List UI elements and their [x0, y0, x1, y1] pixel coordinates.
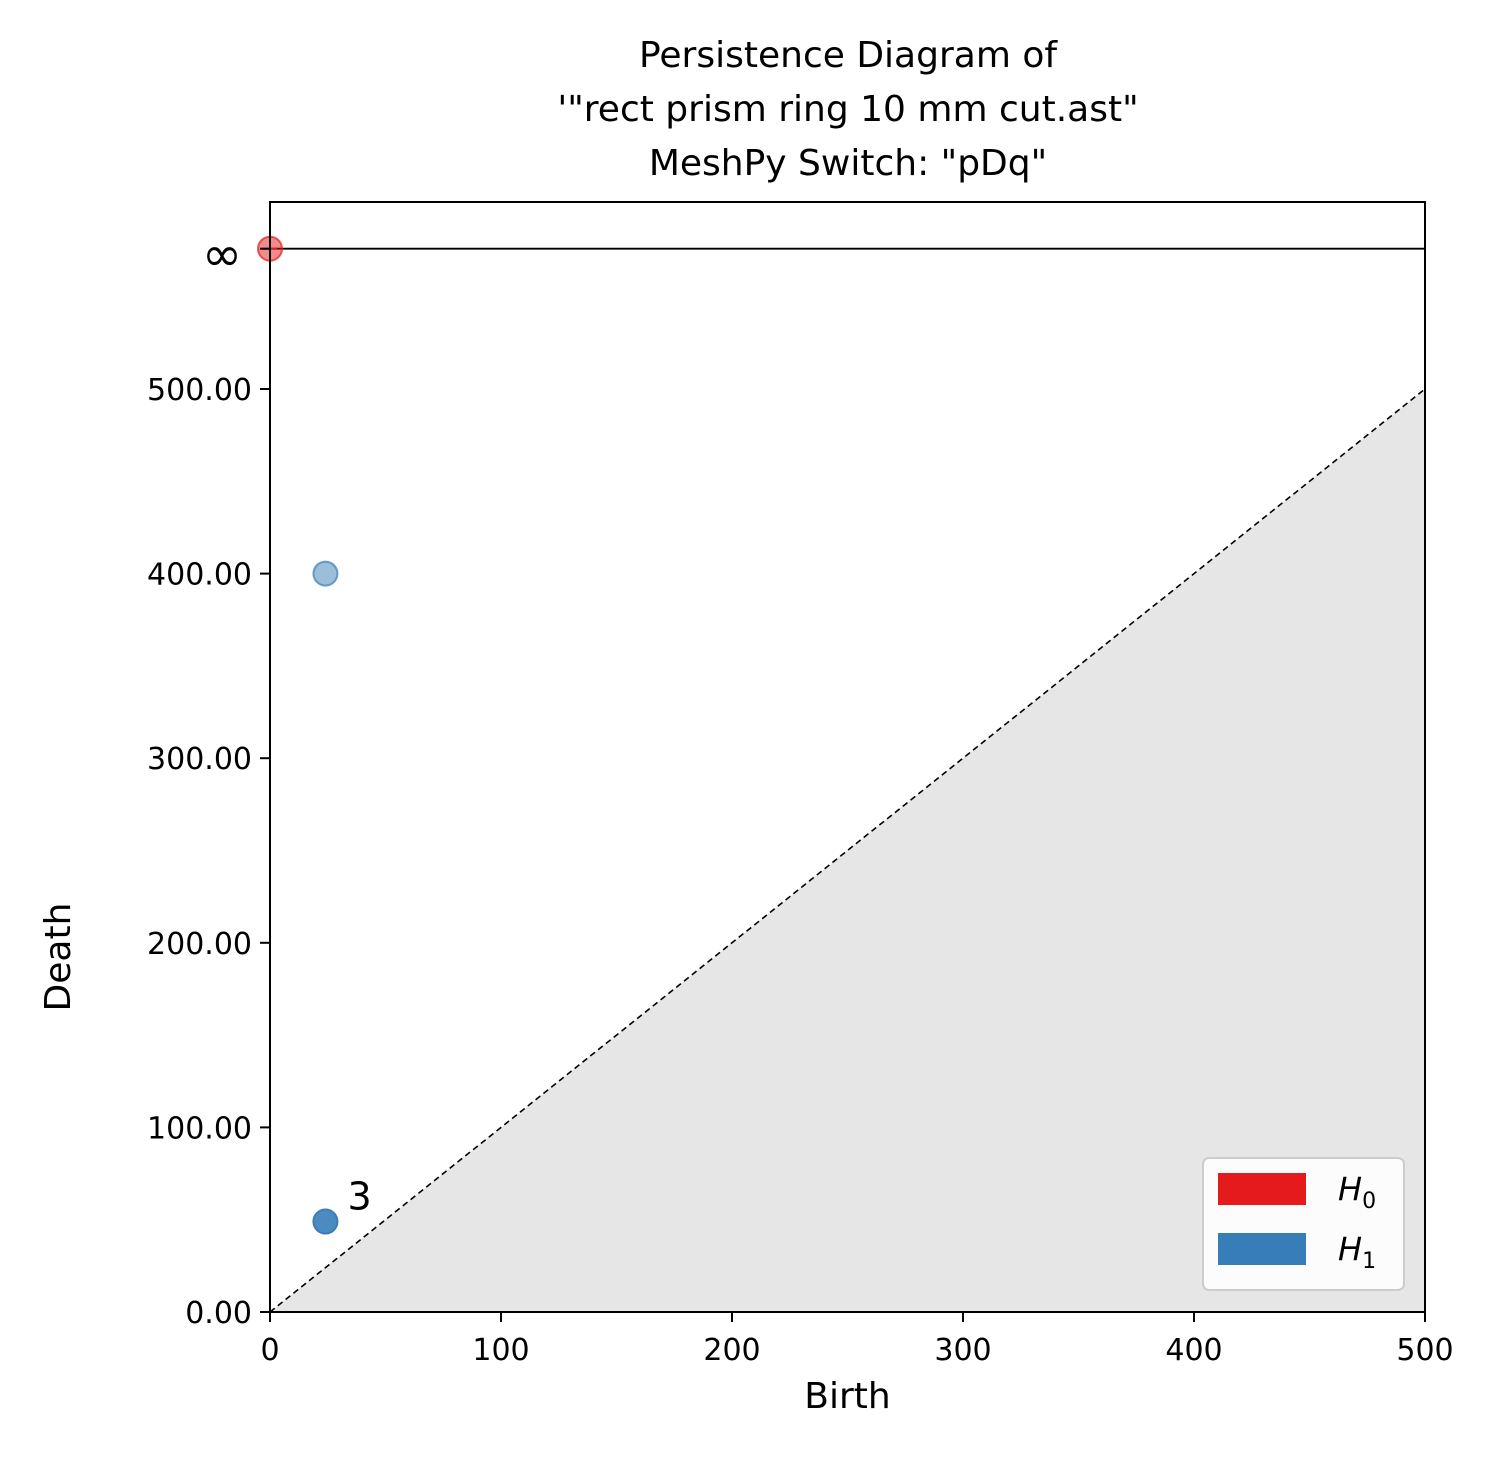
- chart-title-line: '"rect prism ring 10 mm cut.ast": [557, 89, 1138, 130]
- x-tick-label: 300: [934, 1333, 991, 1368]
- below-diagonal-region: [270, 389, 1425, 1312]
- y-tick-label: 0.00: [185, 1296, 252, 1331]
- chart-title-line: MeshPy Switch: "pDq": [649, 143, 1047, 184]
- legend-label-h0: H0: [1338, 1170, 1376, 1214]
- x-axis-ticks: 0 100 200 300 400 500: [260, 1312, 1454, 1368]
- x-tick-label: 100: [472, 1333, 529, 1368]
- diagonal-line: [269, 388, 1426, 1313]
- y-tick-label: 100.00: [147, 1111, 252, 1146]
- plot-area: 3: [257, 201, 1426, 1313]
- annotations: 3: [347, 1175, 371, 1219]
- x-tick-label: 0: [260, 1333, 279, 1368]
- y-tick-label: 300.00: [147, 742, 252, 777]
- y-tick-label: 500.00: [147, 373, 252, 408]
- chart-title: Persistence Diagram of '"rect prism ring …: [557, 35, 1138, 184]
- infinity-tick-label: ∞: [202, 227, 242, 283]
- x-tick-label: 500: [1396, 1333, 1453, 1368]
- axes-frame: [269, 201, 1426, 1313]
- y-axis-label: Death: [38, 903, 79, 1012]
- multiplicity-label: 3: [347, 1175, 371, 1219]
- x-axis-label: Birth: [804, 1376, 890, 1417]
- point-h1-0: [312, 560, 339, 587]
- y-tick-label: 200.00: [147, 927, 252, 962]
- x-tick-label: 200: [703, 1333, 760, 1368]
- legend-swatch-h0: [1218, 1173, 1306, 1205]
- legend-swatch-h1: [1218, 1233, 1306, 1265]
- x-tick-label: 400: [1165, 1333, 1222, 1368]
- point-h1-1: [312, 1208, 339, 1235]
- y-axis-ticks: 0.00 100.00 200.00 300.00 400.00 500.00: [147, 247, 270, 1331]
- chart-title-line: Persistence Diagram of: [639, 35, 1058, 76]
- y-tick-label: 400.00: [147, 558, 252, 593]
- legend-label-h1: H1: [1338, 1230, 1376, 1274]
